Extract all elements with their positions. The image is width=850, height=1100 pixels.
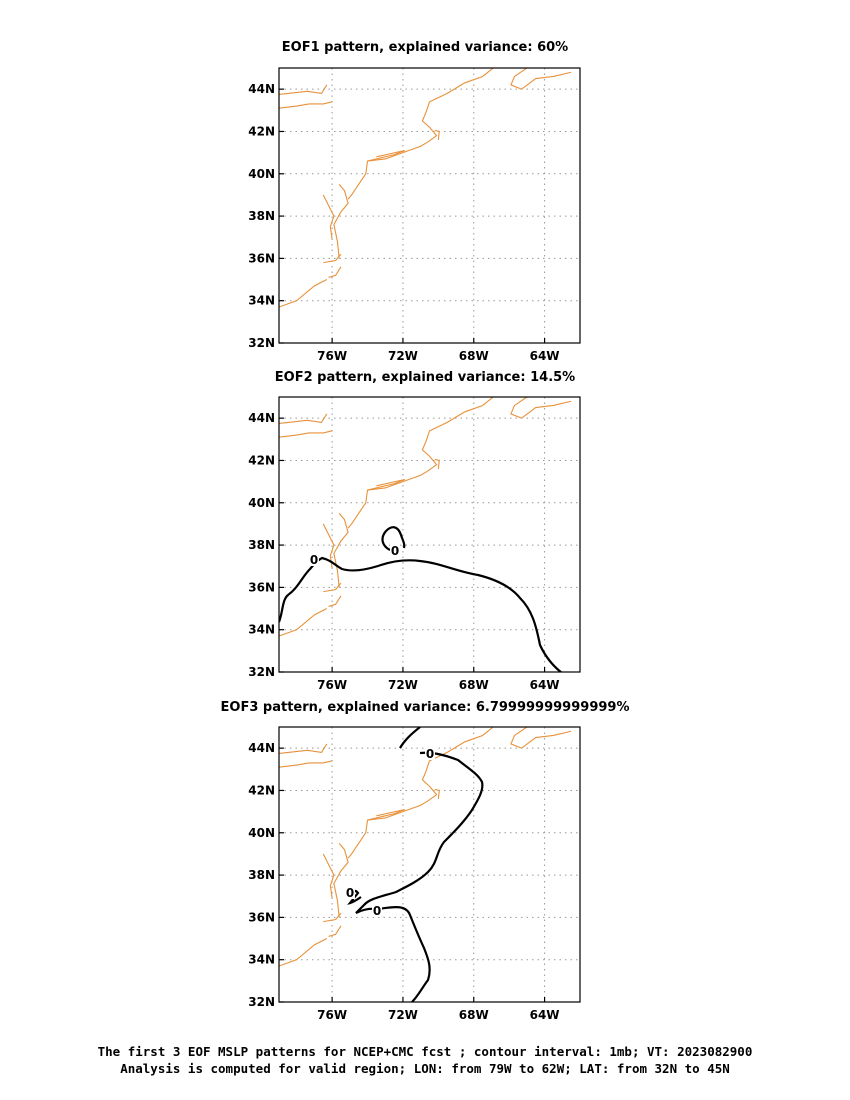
coastline-segment bbox=[279, 743, 328, 754]
lat-tick-label: 34N bbox=[248, 294, 275, 308]
lon-tick-label: 72W bbox=[388, 1008, 418, 1022]
coastline-segment bbox=[421, 68, 494, 143]
coastline-segment bbox=[322, 853, 335, 899]
eof-map-figure: EOF1 pattern, explained variance: 60% 76… bbox=[221, 40, 630, 1022]
eof2-coastline bbox=[279, 397, 572, 637]
lon-tick-label: 64W bbox=[530, 678, 560, 692]
coastline-segment bbox=[279, 608, 328, 637]
eof2-zero-contour-loop bbox=[381, 526, 406, 551]
lon-tick-label: 76W bbox=[317, 678, 347, 692]
lon-tick-label: 76W bbox=[317, 349, 347, 363]
coastline-segment bbox=[434, 788, 440, 799]
coastline-segment bbox=[328, 266, 342, 278]
coastline-segment bbox=[347, 800, 429, 859]
coastline-segment bbox=[279, 938, 328, 967]
coastline-segment bbox=[279, 430, 333, 438]
lat-tick-label: 36N bbox=[248, 580, 275, 594]
eof3-contour-label-small: 0 bbox=[346, 886, 354, 900]
coastline-segment bbox=[421, 397, 494, 472]
coastline-segment bbox=[434, 458, 440, 469]
caption-line-1: The first 3 EOF MSLP patterns for NCEP+C… bbox=[97, 1044, 753, 1059]
coastline-segment bbox=[510, 727, 572, 749]
eof2-map-frame bbox=[278, 396, 581, 673]
eof2-contour-label-west: 0 bbox=[310, 553, 318, 567]
eof3-zero-contour-main bbox=[355, 727, 484, 1002]
coastline-segment bbox=[279, 413, 328, 424]
coastline-segment bbox=[434, 129, 440, 140]
eof2-map-panel: EOF2 pattern, explained variance: 14.5% … bbox=[248, 370, 581, 692]
coastline-segment bbox=[279, 84, 328, 95]
lon-tick-label: 72W bbox=[388, 678, 418, 692]
lat-tick-label: 40N bbox=[248, 167, 275, 181]
eof2-title: EOF2 pattern, explained variance: 14.5% bbox=[275, 370, 575, 385]
lat-tick-label: 36N bbox=[248, 251, 275, 265]
coastline-segment bbox=[333, 842, 349, 918]
eof3-contours: 0 0 0 bbox=[345, 727, 484, 1002]
lon-tick-label: 72W bbox=[388, 349, 418, 363]
eof1-axis-ticks: 76W 72W 68W 64W 44N 42N 40N 38N 36N 34N 32N bbox=[248, 82, 559, 363]
coastline-segment bbox=[322, 194, 335, 240]
lon-tick-label: 68W bbox=[459, 1008, 489, 1022]
coastline-segment bbox=[333, 183, 349, 259]
coastline-segment bbox=[279, 101, 333, 109]
coastline-segment bbox=[367, 149, 405, 162]
lat-tick-label: 42N bbox=[248, 783, 275, 797]
eof3-title: EOF3 pattern, explained variance: 6.7999… bbox=[221, 700, 630, 715]
lon-tick-label: 64W bbox=[530, 1008, 560, 1022]
eof2-axis-ticks: 76W 72W 68W 64W 44N 42N 40N 38N 36N 34N 32N bbox=[248, 411, 559, 692]
eof3-coastline bbox=[279, 727, 572, 967]
coastline-segment bbox=[328, 595, 342, 607]
lat-tick-label: 42N bbox=[248, 453, 275, 467]
eof3-gridlines bbox=[279, 727, 580, 1002]
lat-tick-label: 32N bbox=[248, 665, 275, 679]
lat-tick-label: 42N bbox=[248, 124, 275, 138]
lat-tick-label: 38N bbox=[248, 209, 275, 223]
coastline-segment bbox=[322, 523, 335, 569]
coastline-segment bbox=[510, 68, 572, 90]
coastline-segment bbox=[421, 727, 494, 802]
eof3-contour-label-north: 0 bbox=[426, 747, 434, 761]
eof1-gridlines bbox=[279, 68, 580, 343]
eof1-title: EOF1 pattern, explained variance: 60% bbox=[282, 40, 568, 55]
coastline-segment bbox=[367, 478, 405, 491]
eof3-map-panel: EOF3 pattern, explained variance: 6.7999… bbox=[221, 700, 630, 1022]
lat-tick-label: 32N bbox=[248, 336, 275, 350]
coastline-segment bbox=[279, 760, 333, 768]
coastline-segment bbox=[347, 141, 429, 200]
coastline-segment bbox=[279, 279, 328, 308]
eof1-coastline bbox=[279, 68, 572, 308]
eof2-contours: 0 0 bbox=[279, 526, 563, 672]
lon-tick-label: 76W bbox=[317, 1008, 347, 1022]
lon-tick-label: 68W bbox=[459, 678, 489, 692]
coastline-segment bbox=[328, 925, 342, 937]
eof2-zero-contour-main bbox=[279, 556, 563, 672]
coastline-segment bbox=[510, 397, 572, 419]
eof1-map-frame bbox=[278, 67, 581, 344]
eof3-axis-ticks: 76W 72W 68W 64W 44N 42N 40N 38N 36N 34N 32N bbox=[248, 741, 559, 1022]
eof2-gridlines bbox=[279, 397, 580, 672]
coastline-segment bbox=[367, 808, 405, 821]
lat-tick-label: 34N bbox=[248, 623, 275, 637]
coastline-segment bbox=[333, 512, 349, 588]
lon-tick-label: 68W bbox=[459, 349, 489, 363]
eof1-map-panel: EOF1 pattern, explained variance: 60% 76… bbox=[248, 40, 581, 363]
lat-tick-label: 40N bbox=[248, 496, 275, 510]
eof3-map-frame bbox=[278, 726, 581, 1003]
coastline-segment bbox=[347, 470, 429, 529]
lat-tick-label: 34N bbox=[248, 953, 275, 967]
lat-tick-label: 44N bbox=[248, 82, 275, 96]
caption-line-2: Analysis is computed for valid region; L… bbox=[120, 1061, 730, 1076]
eof3-contour-label-south: 0 bbox=[373, 904, 381, 918]
lat-tick-label: 40N bbox=[248, 826, 275, 840]
figure-caption: The first 3 EOF MSLP patterns for NCEP+C… bbox=[0, 1043, 850, 1077]
lon-tick-label: 64W bbox=[530, 349, 560, 363]
lat-tick-label: 32N bbox=[248, 995, 275, 1009]
lat-tick-label: 44N bbox=[248, 411, 275, 425]
lat-tick-label: 38N bbox=[248, 538, 275, 552]
lat-tick-label: 44N bbox=[248, 741, 275, 755]
lat-tick-label: 36N bbox=[248, 910, 275, 924]
lat-tick-label: 38N bbox=[248, 868, 275, 882]
eof2-contour-label-loop: 0 bbox=[391, 544, 399, 558]
